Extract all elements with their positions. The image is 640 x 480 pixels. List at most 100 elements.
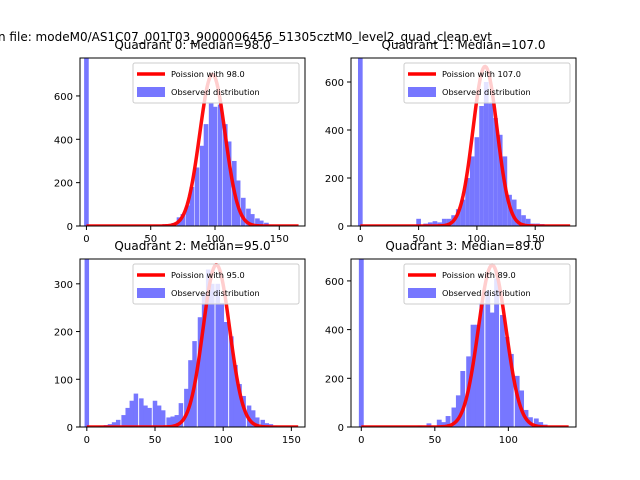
histogram-bar [201, 293, 207, 427]
histogram-bar [217, 104, 223, 226]
histogram-bar [229, 336, 234, 427]
histogram-bar [249, 214, 255, 226]
histogram-bar [246, 208, 251, 226]
y-tick-label: 600 [54, 92, 73, 103]
histogram-bar [465, 178, 470, 226]
histogram-bar [511, 199, 517, 226]
x-tick-label: 0 [83, 234, 89, 245]
legend: Poission with 95.0 Observed distribution [132, 263, 300, 305]
histogram-bar [474, 137, 480, 226]
histogram-bar [455, 395, 461, 427]
histogram-bar [258, 220, 264, 226]
legend: Poission with 89.0 Observed distribution [403, 263, 571, 305]
panel-title: Quadrant 2: Median=95.0 [114, 239, 270, 253]
legend-box [132, 62, 300, 104]
histogram-bar [194, 167, 200, 226]
histogram-bar [264, 423, 270, 427]
histogram-bar [521, 215, 526, 226]
histogram-bar [121, 415, 126, 427]
histogram-bar [416, 218, 421, 226]
histogram-bar [219, 302, 225, 427]
histogram-bar [436, 419, 442, 427]
legend-swatch-observed [137, 288, 165, 298]
histogram-bar-zero [84, 58, 89, 226]
x-tick-label: 100 [205, 234, 224, 245]
histogram-bar [133, 393, 139, 427]
legend-box [403, 62, 571, 104]
histogram-bar [538, 422, 544, 427]
x-tick-label: 0 [357, 234, 363, 245]
histogram-bar [475, 324, 480, 427]
poisson-curve [360, 263, 570, 427]
x-tick-label: 50 [144, 234, 157, 245]
histogram-bar [494, 278, 500, 427]
histogram-bar [223, 322, 229, 427]
y-tick-label: 0 [338, 423, 344, 434]
histogram-bar [500, 315, 505, 427]
axes-frame [79, 57, 306, 227]
histogram-bar [178, 403, 184, 427]
y-tick-label: 300 [54, 280, 73, 291]
histogram-bar [184, 388, 189, 427]
histogram-bar-zero [358, 259, 364, 427]
histogram-bar [174, 415, 180, 427]
axes-frame [79, 258, 306, 428]
histogram-bar [469, 156, 475, 226]
histogram-bar [139, 398, 144, 427]
quadrant-2-panel: 0 50 100 150 0 100 200 300 Poission with 95.0 Obs… [54, 239, 306, 446]
legend-swatch-observed [137, 87, 165, 97]
histogram-bar [170, 416, 175, 427]
panel-title: Quadrant 1: Median=107.0 [382, 38, 546, 52]
y-tick-label: 0 [67, 423, 73, 434]
histogram-bar [479, 106, 484, 226]
x-tick-label: 150 [282, 435, 301, 446]
y-tick-label: 200 [325, 174, 344, 185]
histogram-bar [129, 400, 135, 427]
x-tick-label: 100 [499, 435, 518, 446]
figure-title: n file: modeM0/AS1C07_001T03_9000006456_… [0, 30, 492, 44]
histogram-bar [208, 102, 214, 226]
legend-label-observed: Observed distribution [442, 87, 531, 97]
histogram-bar [508, 353, 514, 427]
legend-label-poisson: Poission with 89.0 [442, 270, 516, 280]
y-tick-label: 600 [325, 277, 344, 288]
histogram-bar [460, 371, 466, 427]
histogram-bar [205, 269, 211, 427]
x-tick-label: 50 [428, 435, 441, 446]
plot-area [358, 259, 570, 427]
panel-title: Quadrant 3: Median=89.0 [385, 239, 541, 253]
histogram-bar [197, 317, 203, 427]
histogram-bar [255, 417, 260, 427]
histogram-bar [516, 209, 522, 226]
histogram-bar-zero [357, 58, 363, 226]
histogram-bar [489, 312, 495, 427]
histogram-bar [199, 145, 205, 226]
histogram-bar [180, 214, 186, 226]
histogram-bar-zero [84, 259, 90, 427]
histogram-bar [260, 419, 265, 427]
histogram-bar [111, 422, 117, 427]
histogram-bar [212, 106, 218, 226]
histogram-bar [185, 205, 191, 226]
legend-swatch-observed [408, 288, 436, 298]
histogram-bar [497, 134, 503, 226]
legend-label-poisson: Poission with 95.0 [171, 270, 245, 280]
histogram-bar [432, 221, 438, 226]
histogram-bar [226, 141, 232, 226]
histogram-bar [460, 199, 466, 226]
histogram-bar [233, 364, 238, 427]
legend: Poission with 98.0 Observed distribution [132, 62, 300, 104]
histogram-bar [533, 418, 539, 427]
histogram-bar [427, 222, 433, 226]
legend-box [132, 263, 300, 305]
histogram-bar [188, 360, 193, 427]
histogram-bar [152, 400, 158, 427]
histogram-bar [455, 209, 461, 226]
histogram-bar [240, 197, 246, 226]
quadrant-3-panel: 0 50 100 0 200 400 600 Poission with 89.0 Observ… [325, 239, 577, 446]
histogram-bar [445, 416, 451, 427]
x-tick-label: 100 [214, 435, 233, 446]
histogram-bar [441, 218, 447, 226]
axes-frame [350, 258, 577, 428]
